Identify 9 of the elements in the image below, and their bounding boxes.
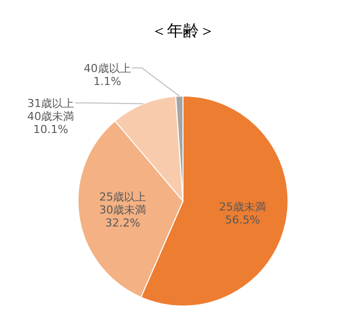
- data-label: 10.1%: [33, 122, 68, 136]
- data-label: 32.2%: [105, 216, 140, 230]
- slice-label: 31歳以上 40歳未満: [27, 96, 74, 123]
- data-label: 1.1%: [93, 74, 122, 88]
- slice-label: 40歳以上: [84, 62, 131, 75]
- data-label: 56.5%: [225, 213, 260, 226]
- slice-label: 25歳以上 30歳未満: [99, 190, 146, 216]
- slice-label: 25歳未満: [219, 200, 266, 214]
- chart-title: ＜年齢＞: [151, 21, 215, 40]
